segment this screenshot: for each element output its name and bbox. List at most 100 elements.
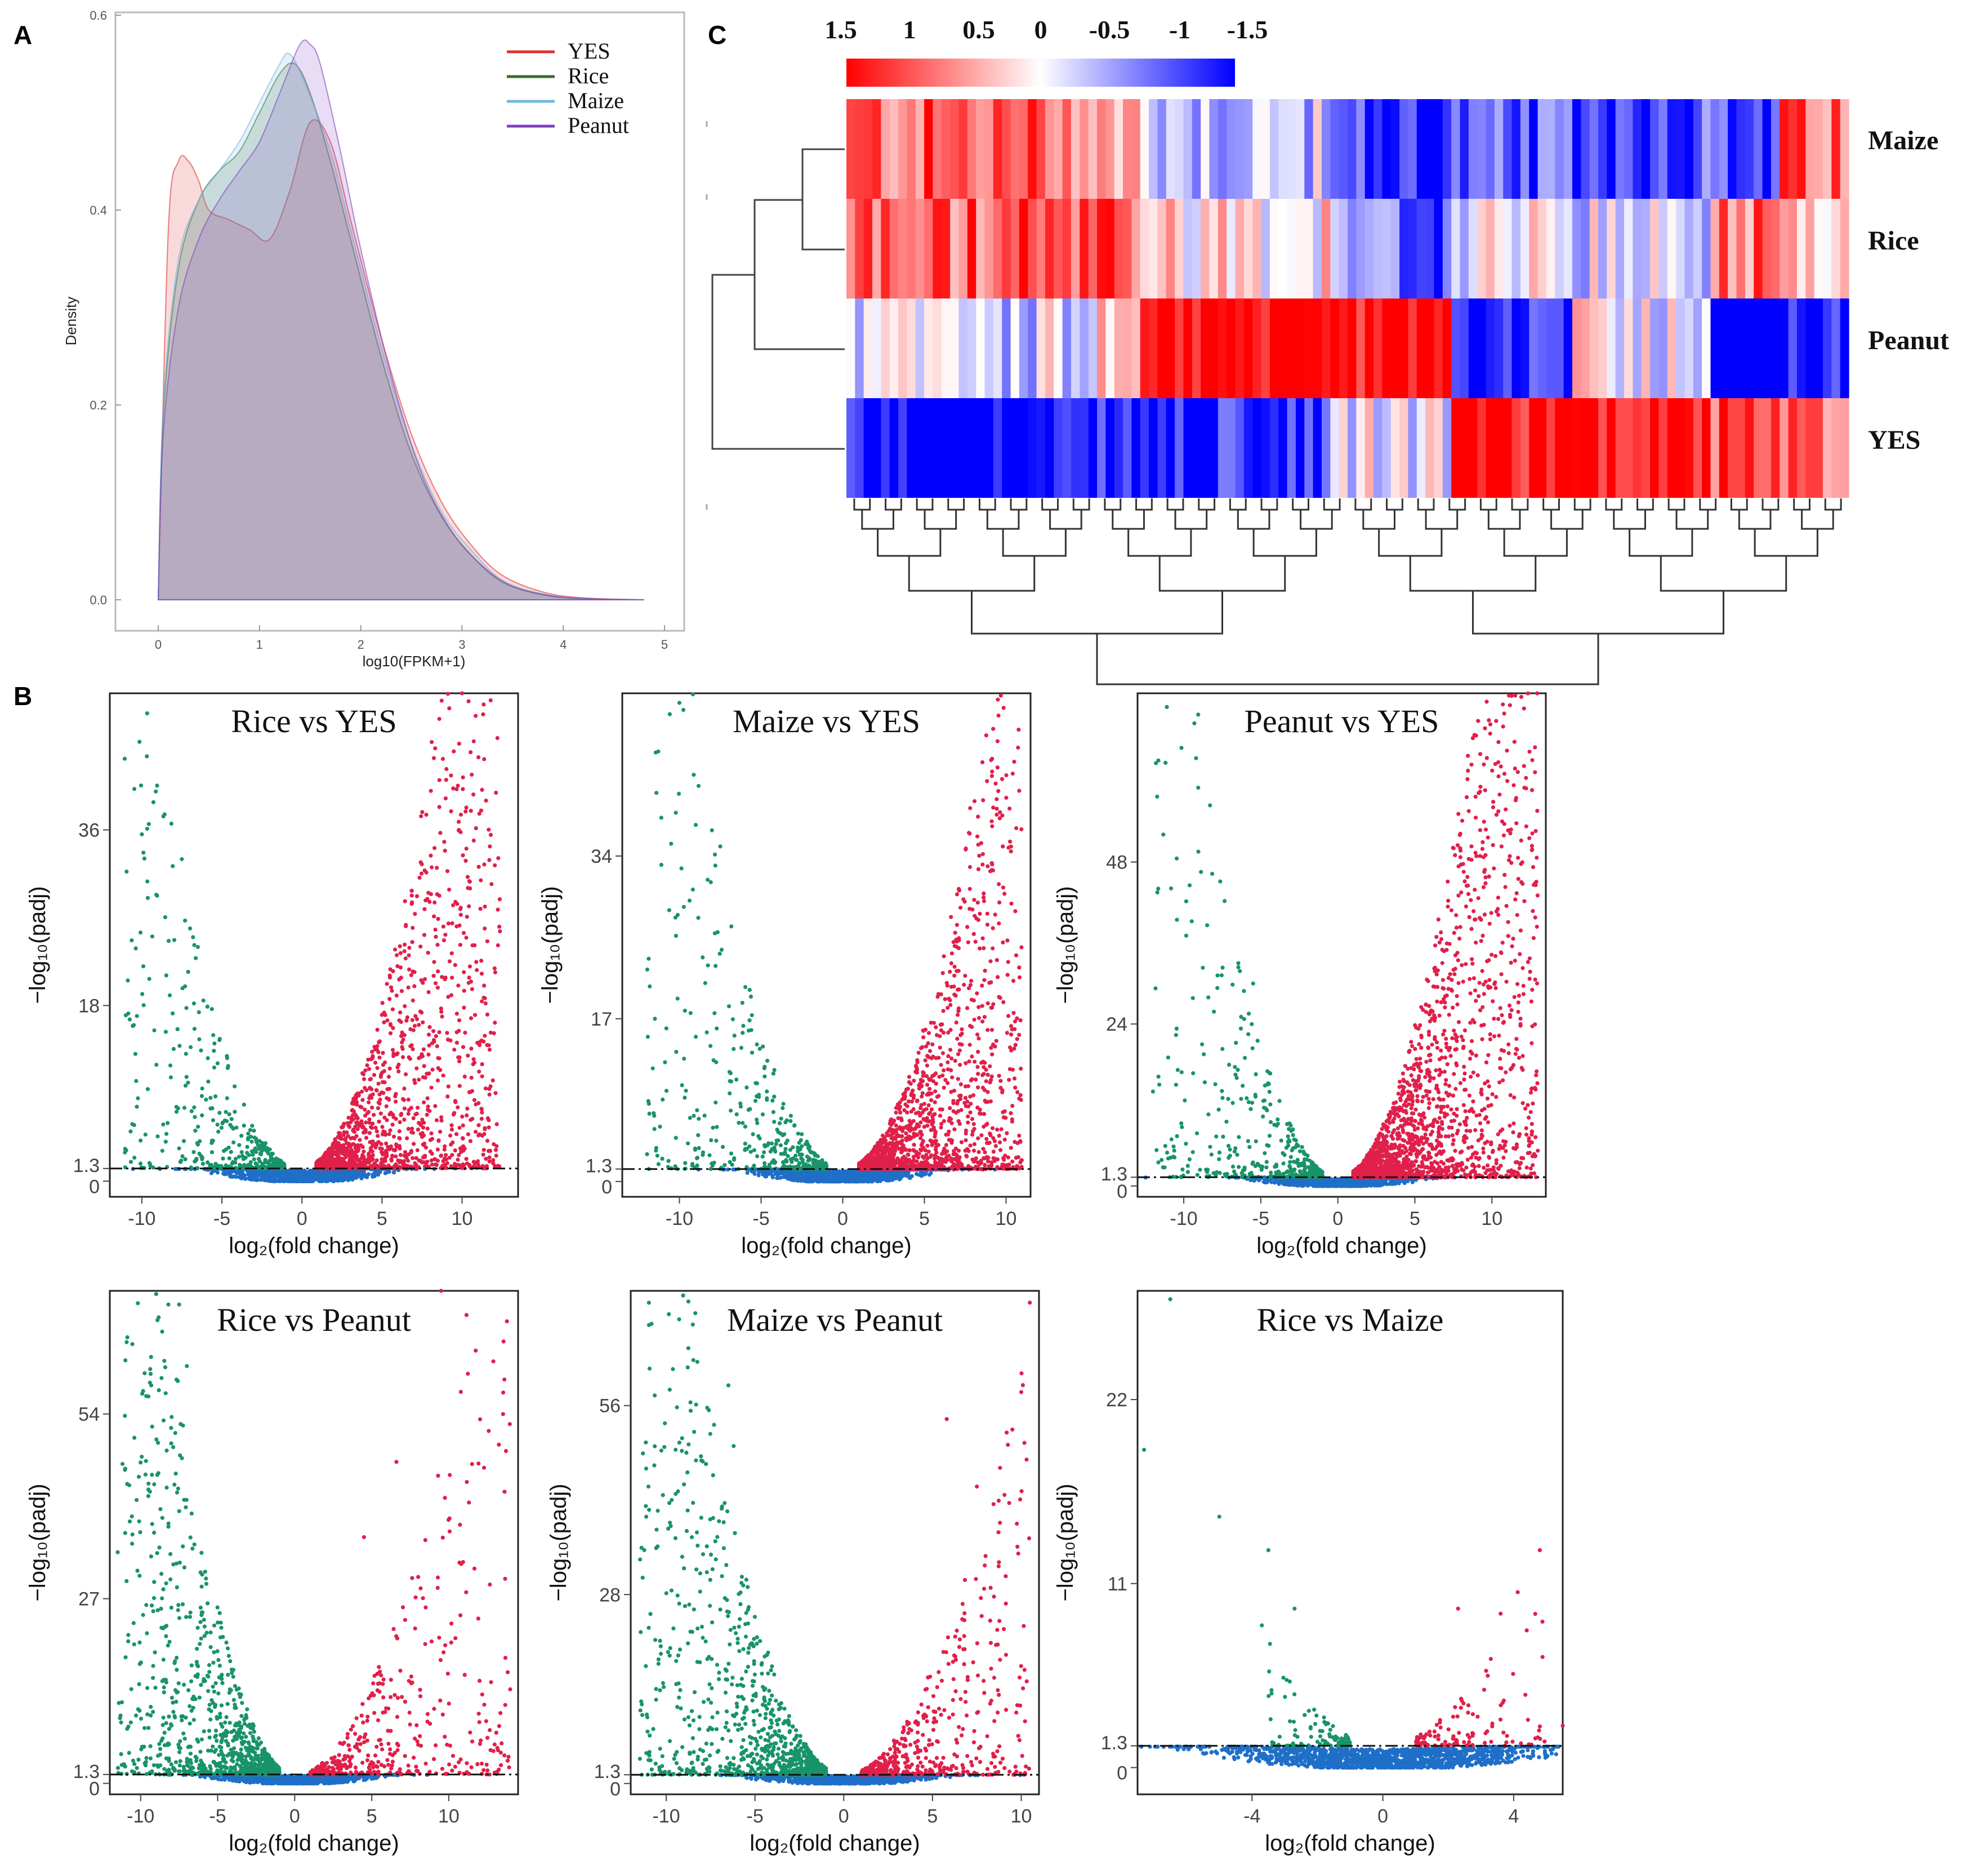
volcano-point-up (432, 846, 437, 850)
volcano-point-up (437, 716, 442, 721)
heatmap-cell (1131, 298, 1141, 398)
heatmap-cell (1607, 398, 1616, 498)
volcano-point-up (419, 871, 424, 876)
heatmap-cell (1719, 398, 1728, 498)
heatmap-cell (1434, 99, 1443, 199)
heatmap-cell (1002, 199, 1011, 298)
volcano-point-up (452, 1048, 457, 1052)
volcano-point-ns (884, 1174, 889, 1179)
volcano-point-ns (817, 1179, 822, 1184)
volcano-point-down (209, 1150, 214, 1155)
heatmap-cell (1468, 298, 1478, 398)
heatmap-cell (1201, 298, 1210, 398)
volcano-point-up (460, 691, 465, 696)
volcano-point-down (242, 1102, 246, 1107)
volcano-point-up (439, 698, 444, 703)
heatmap-cell (1693, 398, 1702, 498)
heatmap-cell (1192, 298, 1201, 398)
volcano-point-up (476, 865, 481, 869)
volcano-point-ns (906, 1172, 910, 1177)
dendrogram-branch (1793, 498, 1811, 511)
volcano-point-down (707, 1153, 712, 1157)
volcano-point-up (384, 1104, 389, 1108)
volcano-point-down (229, 1149, 233, 1154)
heatmap-cell (898, 199, 908, 298)
heatmap-cell (1676, 298, 1685, 398)
volcano-point-up (411, 1116, 416, 1121)
heatmap-cell (907, 99, 916, 199)
dendrogram-branch (1002, 529, 1067, 557)
volcano-point-down (211, 1033, 216, 1037)
heatmap-cell (863, 298, 873, 398)
dendrogram-branch (1072, 498, 1090, 511)
volcano-point-ns (293, 1179, 298, 1183)
heatmap-cell (1330, 398, 1340, 498)
volcano-point-up (402, 1117, 407, 1122)
heatmap-cell (1269, 99, 1279, 199)
heatmap-cell (1780, 398, 1789, 498)
volcano-point-down (154, 789, 158, 794)
volcano-point-up (323, 1159, 328, 1164)
heatmap-cell (1754, 99, 1763, 199)
volcano-point-up (482, 757, 487, 761)
heatmap-cell (1252, 99, 1262, 199)
volcano-point-up (400, 1030, 404, 1035)
volcano-point-up (414, 1111, 419, 1116)
volcano-point-down (252, 1129, 256, 1133)
volcano-point-up (362, 1077, 367, 1081)
volcano-point-down (197, 1010, 201, 1014)
heatmap-cell (950, 398, 960, 498)
heatmap-cell (1295, 99, 1305, 199)
volcano-point-down (171, 1046, 176, 1051)
volcano-point-up (430, 865, 434, 870)
heatmap-cell (1780, 99, 1789, 199)
volcano-point-down (652, 1113, 657, 1118)
volcano-point-up (445, 869, 450, 874)
volcano-point-down (729, 1079, 733, 1084)
volcano-point-up (448, 1038, 453, 1043)
volcano-point-up (403, 1004, 407, 1009)
volcano-point-ns (222, 1172, 226, 1177)
volcano-point-ns (833, 1178, 838, 1182)
volcano-point-up (444, 767, 449, 772)
volcano-point-down (192, 943, 197, 947)
volcano-point-down (755, 1154, 760, 1158)
volcano-point-up (381, 1051, 385, 1055)
volcano-point-down (697, 1116, 701, 1121)
heatmap-cell (1019, 298, 1028, 398)
volcano-point-down (123, 1013, 128, 1018)
volcano-point-up (429, 1131, 434, 1135)
volcano-point-down (660, 1156, 665, 1161)
heatmap-cell (1123, 99, 1132, 199)
heatmap-cell (907, 398, 916, 498)
volcano-point-down (177, 1044, 182, 1048)
volcano-point-down (124, 870, 129, 874)
heatmap-cell (1624, 99, 1633, 199)
density-areas (157, 39, 645, 600)
volcano-point-down (752, 1148, 756, 1152)
volcano-point-down (746, 1028, 751, 1033)
heatmap-cell (1771, 99, 1780, 199)
heatmap-cell (1287, 99, 1296, 199)
volcano-point-up (474, 1130, 478, 1134)
volcano-point-up (1013, 1042, 1018, 1047)
volcano-point-down (784, 1118, 789, 1122)
volcano-point-down (263, 1141, 267, 1146)
volcano-point-up (424, 813, 429, 817)
heatmap-cell (863, 398, 873, 498)
volcano-point-up (326, 1149, 331, 1153)
volcano-point-down (796, 1131, 800, 1136)
heatmap-cell (855, 99, 864, 199)
volcano-point-up (422, 977, 427, 982)
volcano-point-down (199, 1094, 204, 1098)
volcano-points (645, 692, 1024, 1184)
heatmap-cell (915, 298, 925, 398)
volcano-point-up (402, 1086, 407, 1091)
volcano-point-up (406, 1126, 411, 1131)
volcano-point-ns (372, 1173, 377, 1178)
volcano-point-down (664, 1089, 669, 1093)
volcano-point-up (483, 1127, 487, 1131)
volcano-point-up (409, 889, 414, 893)
volcano-x-tick-label: 0 (297, 1208, 307, 1229)
volcano-point-down (233, 1084, 237, 1089)
